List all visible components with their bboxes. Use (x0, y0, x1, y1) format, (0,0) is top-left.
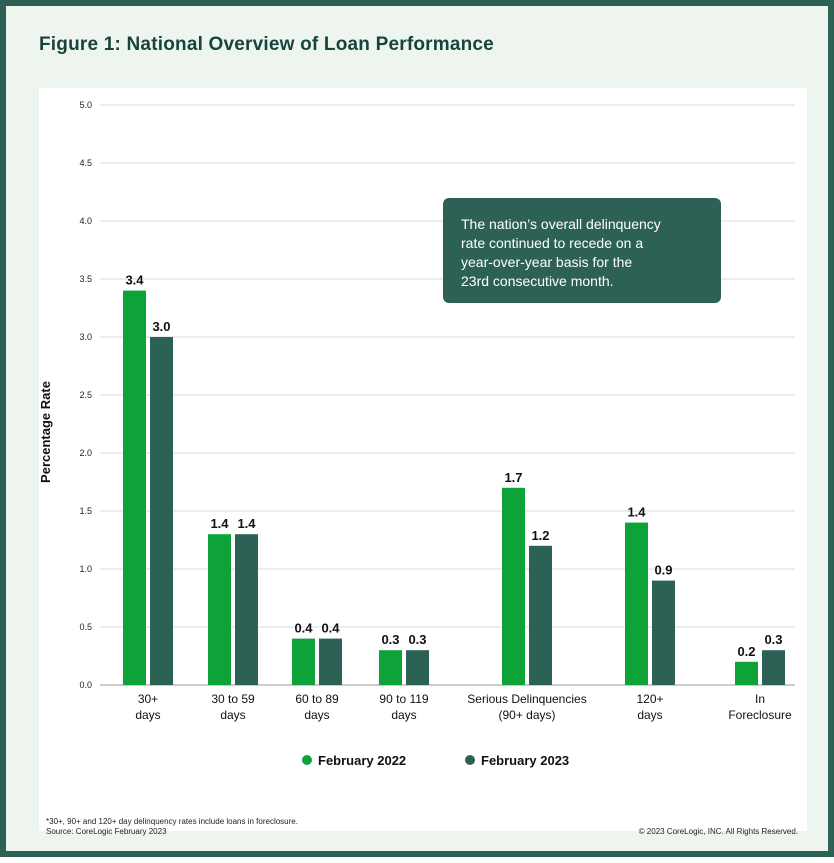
footnote-line-1: *30+, 90+ and 120+ day delinquency rates… (46, 817, 298, 826)
bar-2023 (762, 650, 785, 685)
data-label: 1.7 (504, 470, 522, 485)
footnote: *30+, 90+ and 120+ day delinquency rates… (46, 817, 298, 837)
x-tick-label: days (391, 708, 416, 722)
data-label: 0.4 (321, 621, 340, 636)
x-tick-label: 30 to 59 (211, 692, 255, 706)
y-tick-label: 4.0 (79, 216, 92, 226)
footnote-line-2: Source: CoreLogic February 2023 (46, 827, 167, 836)
data-label: 0.3 (764, 632, 782, 647)
x-tick-label: Foreclosure (728, 708, 792, 722)
data-label: 1.4 (210, 516, 229, 531)
data-label: 0.3 (381, 632, 399, 647)
bar-2023 (150, 337, 173, 685)
bar-2023 (406, 650, 429, 685)
data-label: 3.0 (152, 319, 170, 334)
y-axis-label: Percentage Rate (38, 381, 53, 483)
callout-text: The nation’s overall delinquency (461, 216, 661, 232)
y-tick-label: 5.0 (79, 100, 92, 110)
bar-chart: 0.0 0.5 1.0 1.5 2.0 2.5 3.0 3.5 4.0 4.5 5.0 Percent… (38, 100, 795, 768)
legend-swatch-2022 (302, 755, 312, 765)
bar-2023 (652, 580, 675, 685)
x-tick-label: 60 to 89 (295, 692, 339, 706)
y-tick-label: 0.5 (79, 622, 92, 632)
x-tick-label: days (304, 708, 329, 722)
bar-2022 (502, 487, 525, 685)
x-tick-label: In (755, 692, 765, 706)
bar-2022 (123, 290, 146, 685)
callout-text: year-over-year basis for the (461, 254, 632, 270)
data-label: 1.4 (237, 516, 256, 531)
y-tick-label: 2.5 (79, 390, 92, 400)
y-tick-label: 1.5 (79, 506, 92, 516)
x-tick-label: Serious Delinquencies (467, 692, 586, 706)
bar-2023 (235, 534, 258, 685)
y-tick-label: 4.5 (79, 158, 92, 168)
bar-2022 (292, 638, 315, 685)
x-tick-label: 120+ (636, 692, 663, 706)
bar-2022 (625, 522, 648, 685)
bar-2023 (529, 545, 552, 685)
y-tick-label: 1.0 (79, 564, 92, 574)
bar-2022 (735, 661, 758, 685)
legend-label-2023: February 2023 (481, 753, 569, 768)
legend-label-2022: February 2022 (318, 753, 406, 768)
x-tick-label: days (220, 708, 245, 722)
bar-2022 (208, 534, 231, 685)
y-tick-label: 3.0 (79, 332, 92, 342)
y-tick-label: 3.5 (79, 274, 92, 284)
x-tick-label: 30+ (138, 692, 158, 706)
callout-text: rate continued to recede on a (461, 235, 643, 251)
data-label: 0.9 (654, 563, 672, 578)
copyright: © 2023 CoreLogic, INC. All Rights Reserv… (638, 827, 798, 836)
y-tick-label: 0.0 (79, 680, 92, 690)
data-label: 3.4 (125, 273, 144, 288)
x-tick-label: (90+ days) (498, 708, 555, 722)
data-label: 1.4 (627, 505, 646, 520)
data-label: 1.2 (531, 528, 549, 543)
x-tick-label: days (135, 708, 160, 722)
x-tick-label: days (637, 708, 662, 722)
legend-swatch-2023 (465, 755, 475, 765)
data-label: 0.4 (294, 621, 313, 636)
callout-box (443, 198, 721, 303)
y-tick-label: 2.0 (79, 448, 92, 458)
x-tick-label: 90 to 119 (379, 692, 428, 706)
figure-title: Figure 1: National Overview of Loan Perf… (39, 34, 494, 55)
bar-2023 (319, 638, 342, 685)
bar-2022 (379, 650, 402, 685)
data-label: 0.2 (737, 644, 755, 659)
data-label: 0.3 (408, 632, 426, 647)
callout-text: 23rd consecutive month. (461, 273, 614, 289)
